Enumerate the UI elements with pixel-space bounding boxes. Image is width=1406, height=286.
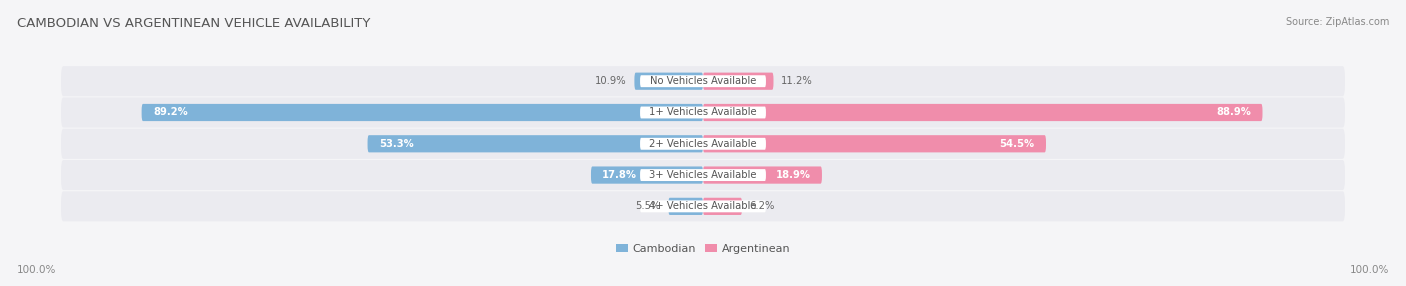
- FancyBboxPatch shape: [367, 135, 703, 152]
- FancyBboxPatch shape: [60, 160, 1346, 190]
- Text: 10.9%: 10.9%: [595, 76, 627, 86]
- Text: 100.0%: 100.0%: [17, 265, 56, 275]
- FancyBboxPatch shape: [591, 166, 703, 184]
- Text: 6.2%: 6.2%: [749, 201, 775, 211]
- FancyBboxPatch shape: [60, 191, 1346, 221]
- FancyBboxPatch shape: [60, 129, 1346, 159]
- Text: 89.2%: 89.2%: [153, 108, 187, 118]
- FancyBboxPatch shape: [703, 104, 1263, 121]
- Text: 5.5%: 5.5%: [636, 201, 661, 211]
- Text: 1+ Vehicles Available: 1+ Vehicles Available: [650, 108, 756, 118]
- Text: 3+ Vehicles Available: 3+ Vehicles Available: [650, 170, 756, 180]
- FancyBboxPatch shape: [640, 169, 766, 181]
- FancyBboxPatch shape: [703, 135, 1046, 152]
- Text: 88.9%: 88.9%: [1216, 108, 1251, 118]
- Text: CAMBODIAN VS ARGENTINEAN VEHICLE AVAILABILITY: CAMBODIAN VS ARGENTINEAN VEHICLE AVAILAB…: [17, 17, 370, 30]
- FancyBboxPatch shape: [640, 75, 766, 87]
- Text: 100.0%: 100.0%: [1350, 265, 1389, 275]
- Text: No Vehicles Available: No Vehicles Available: [650, 76, 756, 86]
- Text: 18.9%: 18.9%: [776, 170, 811, 180]
- Text: 11.2%: 11.2%: [782, 76, 813, 86]
- Text: 54.5%: 54.5%: [1000, 139, 1035, 149]
- FancyBboxPatch shape: [634, 73, 703, 90]
- FancyBboxPatch shape: [703, 73, 773, 90]
- FancyBboxPatch shape: [640, 107, 766, 118]
- FancyBboxPatch shape: [60, 66, 1346, 96]
- FancyBboxPatch shape: [703, 166, 823, 184]
- FancyBboxPatch shape: [640, 138, 766, 150]
- FancyBboxPatch shape: [640, 200, 766, 212]
- Text: 4+ Vehicles Available: 4+ Vehicles Available: [650, 201, 756, 211]
- Text: 2+ Vehicles Available: 2+ Vehicles Available: [650, 139, 756, 149]
- FancyBboxPatch shape: [60, 98, 1346, 128]
- Legend: Cambodian, Argentinean: Cambodian, Argentinean: [612, 239, 794, 258]
- FancyBboxPatch shape: [703, 198, 742, 215]
- Text: 17.8%: 17.8%: [602, 170, 637, 180]
- Text: Source: ZipAtlas.com: Source: ZipAtlas.com: [1285, 17, 1389, 27]
- FancyBboxPatch shape: [142, 104, 703, 121]
- Text: 53.3%: 53.3%: [378, 139, 413, 149]
- FancyBboxPatch shape: [668, 198, 703, 215]
